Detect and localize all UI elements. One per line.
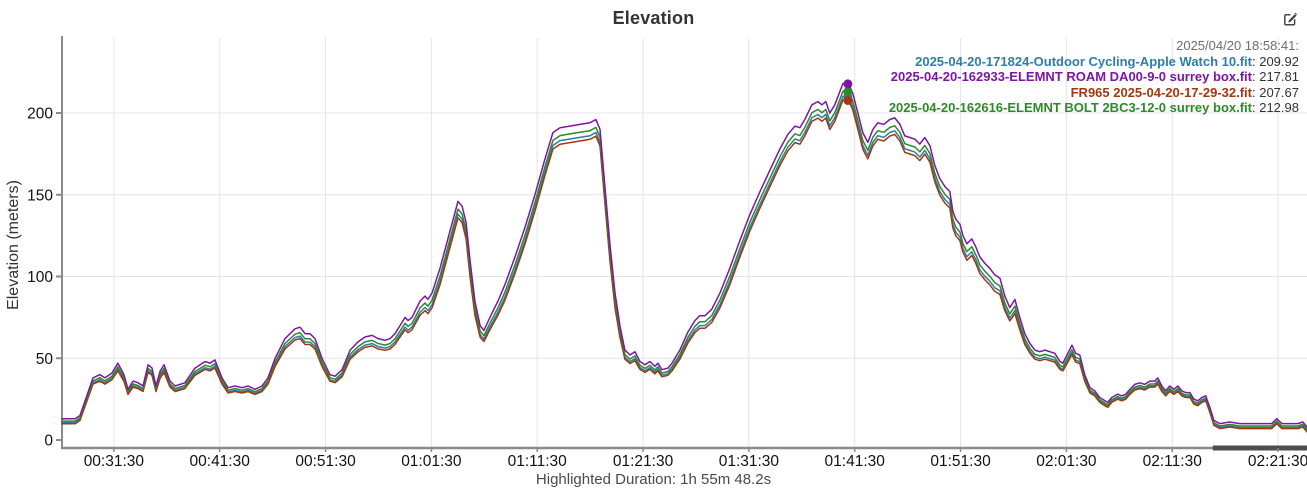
- cursor-dot: [843, 79, 853, 89]
- x-tick-label: 01:41:30: [825, 453, 886, 470]
- x-axis-zoom-bar[interactable]: [1212, 445, 1307, 451]
- series-line[interactable]: [61, 94, 1307, 432]
- legend-series-name: 2025-04-20-162616-ELEMNT BOLT 2BC3-12-0 …: [888, 100, 1252, 115]
- legend-row[interactable]: 2025-04-20-162933-ELEMNT ROAM DA00-9-0 s…: [889, 69, 1299, 85]
- x-tick-label: 02:01:30: [1036, 453, 1097, 470]
- y-tick-label: 0: [44, 433, 53, 450]
- edit-icon: [1284, 12, 1298, 26]
- legend-row[interactable]: FR965 2025-04-20-17-29-32.fit: 207.67: [889, 85, 1299, 101]
- x-tick-label: 01:21:30: [613, 453, 674, 470]
- x-tick-label: 01:51:30: [930, 453, 991, 470]
- legend-row[interactable]: 2025-04-20-171824-Outdoor Cycling-Apple …: [889, 54, 1299, 70]
- y-tick-label: 100: [27, 269, 53, 286]
- legend-timestamp: 2025/04/20 18:58:41:: [1176, 38, 1299, 53]
- legend-series-value: : 212.98: [1252, 100, 1299, 115]
- x-tick-label: 00:41:30: [190, 453, 251, 470]
- highlighted-duration-label: Highlighted Duration: 1h 55m 48.2s: [535, 471, 772, 488]
- legend-series-name: 2025-04-20-162933-ELEMNT ROAM DA00-9-0 s…: [890, 69, 1252, 84]
- y-tick-label: 150: [27, 187, 53, 204]
- series-line[interactable]: [61, 97, 1307, 433]
- legend-series-name: FR965 2025-04-20-17-29-32.fit: [1070, 84, 1252, 100]
- cursor-dot: [843, 87, 853, 97]
- cursor-dot: [843, 95, 853, 105]
- x-tick-label: 01:31:30: [719, 453, 780, 470]
- x-tick-label: 00:31:30: [84, 453, 145, 470]
- legend-series-value: : 217.81: [1252, 69, 1299, 84]
- y-tick-label: 50: [36, 351, 54, 368]
- series-line[interactable]: [61, 81, 1307, 428]
- legend-series-value: : 209.92: [1252, 53, 1299, 69]
- edit-chart-button[interactable]: [1281, 10, 1299, 28]
- x-tick-label: 01:11:30: [508, 453, 568, 470]
- x-tick-label: 00:51:30: [295, 453, 356, 470]
- x-tick-label: 02:21:30: [1248, 453, 1307, 470]
- legend-series-name: 2025-04-20-171824-Outdoor Cycling-Apple …: [915, 53, 1252, 69]
- y-tick-label: 200: [27, 106, 53, 123]
- legend-series-value: : 207.67: [1252, 84, 1299, 100]
- legend-row[interactable]: 2025-04-20-162616-ELEMNT BOLT 2BC3-12-0 …: [889, 100, 1299, 116]
- legend: 2025/04/20 18:58:41: 2025-04-20-171824-Ou…: [889, 38, 1299, 116]
- x-tick-label: 02:11:30: [1143, 453, 1203, 470]
- chart-title: Elevation: [612, 8, 695, 28]
- x-tick-label: 01:01:30: [401, 453, 462, 470]
- series-line[interactable]: [61, 89, 1307, 431]
